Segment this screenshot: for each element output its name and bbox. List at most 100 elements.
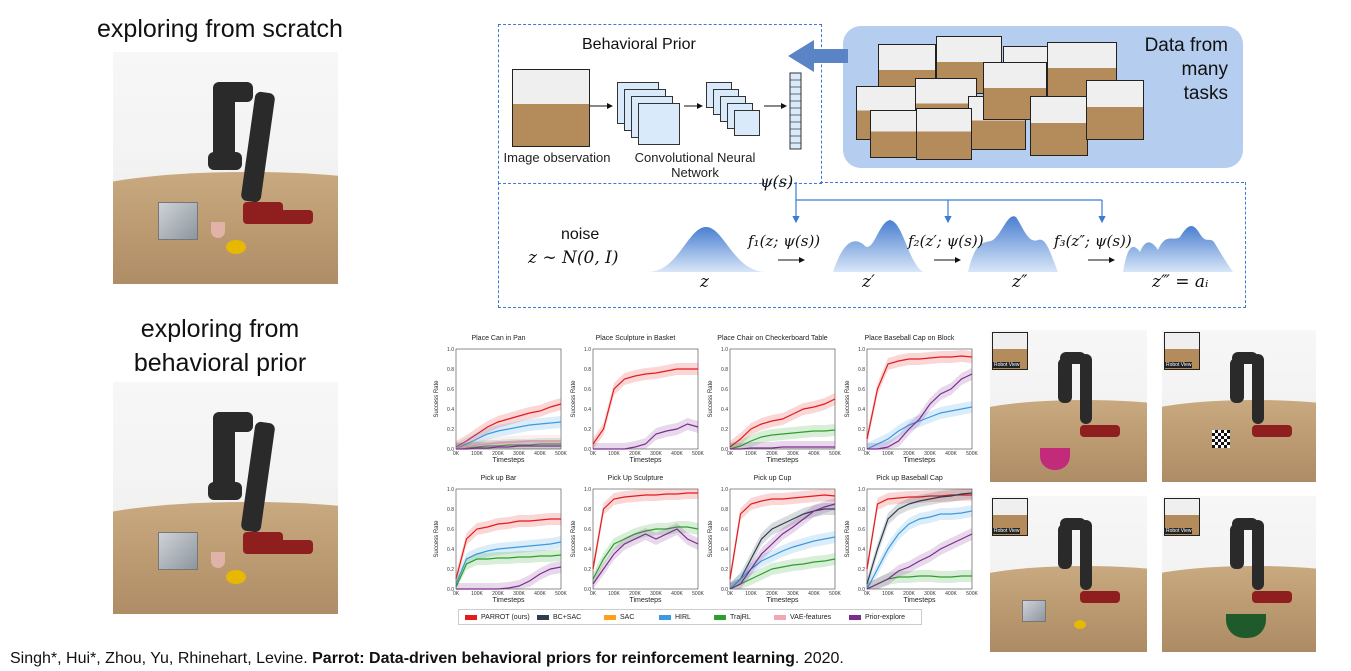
series-band xyxy=(730,393,835,449)
chart-panel-1: Place Can in Pan 0.0 0.2 0.4 0.6 0.8 1.0 0K 100K… xyxy=(430,335,567,475)
x-tick-label: 500K xyxy=(555,451,567,457)
chart-svg: 0.0 0.2 0.4 0.6 0.8 1.0 0K 100K 200K 300K 400K 500K… xyxy=(845,487,978,604)
y-tick-label: 0.2 xyxy=(584,427,591,433)
citation-authors: Singh*, Hui*, Zhou, Yu, Rhinehart, Levin… xyxy=(10,650,308,667)
x-tick-label: 500K xyxy=(829,591,841,597)
series-line xyxy=(455,421,562,450)
series-band xyxy=(456,536,561,589)
x-tick-label: 400K xyxy=(945,591,957,597)
robot-view-panel-1: Robot View xyxy=(990,330,1147,482)
x-tick-label: 400K xyxy=(808,451,820,457)
chart-title: Place Chair on Checkerboard Table xyxy=(717,335,828,342)
cnn-label-line1: Convolutional Neural xyxy=(634,150,756,165)
series-line xyxy=(592,368,698,445)
series-line xyxy=(730,446,835,450)
series-band xyxy=(730,553,835,589)
x-axis-label: Timesteps xyxy=(492,597,525,604)
series-band xyxy=(867,401,972,449)
legend-swatch xyxy=(849,614,861,620)
y-tick-label: 1.0 xyxy=(584,347,591,353)
x-tick-label: 400K xyxy=(808,591,820,597)
data-from-line3: tasks xyxy=(1183,83,1228,104)
y-tick-label: 0.2 xyxy=(447,427,454,433)
x-tick-label: 100K xyxy=(471,591,483,597)
robot-view-label-4: Robot View xyxy=(1165,528,1193,534)
robot-view-label-2: Robot View xyxy=(1165,362,1193,368)
y-tick-label: 0.8 xyxy=(721,367,728,373)
series-line xyxy=(729,558,836,590)
f1-label: f₁(z; ψ(s)) xyxy=(748,232,821,250)
robot-view-panel-2: Robot View xyxy=(1162,330,1316,482)
x-tick-label: 100K xyxy=(608,591,620,597)
series-line xyxy=(866,406,973,450)
y-tick-label: 0.6 xyxy=(584,387,591,393)
x-tick-label: 500K xyxy=(966,591,978,597)
x-axis-label: Timesteps xyxy=(492,457,525,464)
legend-swatch xyxy=(714,614,726,620)
x-tick-label: 400K xyxy=(671,451,683,457)
series-band xyxy=(867,368,972,449)
z2-label: z″ xyxy=(1012,272,1028,292)
series-line xyxy=(455,443,561,450)
y-tick-label: 1.0 xyxy=(858,347,865,353)
x-tick-label: 300K xyxy=(513,451,525,457)
data-many-tasks-label: Data from many tasks xyxy=(1120,34,1228,106)
x-tick-label: 100K xyxy=(745,591,757,597)
x-tick-label: 300K xyxy=(924,591,936,597)
plot-frame xyxy=(455,348,562,450)
y-tick-label: 0.6 xyxy=(721,527,728,533)
x-tick-label: 500K xyxy=(555,591,567,597)
plot-frame xyxy=(592,348,699,450)
series-band xyxy=(456,440,561,449)
z0-label: z xyxy=(700,272,709,292)
y-tick-label: 0.6 xyxy=(447,527,454,533)
series-band xyxy=(593,418,698,449)
x-tick-label: 0K xyxy=(590,591,597,597)
y-axis-label: Success Rate xyxy=(845,520,851,558)
robot-scene-prior xyxy=(113,382,338,614)
y-tick-label: 0.8 xyxy=(584,367,591,373)
data-from-line2: many xyxy=(1181,59,1228,80)
cnn-layer-9 xyxy=(734,110,760,136)
y-tick-label: 0.8 xyxy=(858,367,865,373)
heading-scratch: exploring from scratch xyxy=(97,15,343,43)
legend-item-trajrl: TrajRL xyxy=(714,614,751,621)
y-tick-label: 0.2 xyxy=(721,427,728,433)
y-tick-label: 0.8 xyxy=(584,507,591,513)
series-line xyxy=(592,492,698,570)
image-observation-thumbnail xyxy=(512,69,590,147)
heading-line2: behavioral prior xyxy=(133,349,307,377)
chart-title: Pick up Baseball Cap xyxy=(876,475,943,482)
legend-swatch xyxy=(604,614,616,620)
legend-swatch xyxy=(659,614,671,620)
y-tick-label: 0.0 xyxy=(584,587,591,593)
z-distribution: z ∼ N(0, I) xyxy=(528,248,619,268)
x-tick-label: 200K xyxy=(903,591,915,597)
series-line xyxy=(729,429,836,450)
legend-item-prior-explore: Prior-explore xyxy=(849,614,905,621)
x-tick-label: 400K xyxy=(945,451,957,457)
x-tick-label: 300K xyxy=(513,591,525,597)
x-tick-label: 200K xyxy=(766,451,778,457)
x-tick-label: 200K xyxy=(903,451,915,457)
y-tick-label: 0.0 xyxy=(858,447,865,453)
series-band xyxy=(593,523,698,589)
charts-area: Place Can in Pan 0.0 0.2 0.4 0.6 0.8 1.0 0K 100K… xyxy=(430,335,978,625)
y-tick-label: 0.0 xyxy=(584,447,591,453)
series-line xyxy=(455,440,561,450)
y-tick-label: 0.0 xyxy=(447,447,454,453)
x-tick-label: 0K xyxy=(864,451,871,457)
x-tick-label: 200K xyxy=(629,591,641,597)
y-tick-label: 0.0 xyxy=(858,587,865,593)
flow-box-top-right xyxy=(820,182,1244,183)
feature-vector xyxy=(789,72,802,150)
series-band xyxy=(456,513,561,585)
legend-swatch xyxy=(465,614,477,620)
legend-swatch xyxy=(537,614,549,620)
series-line xyxy=(866,533,973,590)
series-line xyxy=(456,566,562,590)
chart-title: Pick up Cup xyxy=(753,475,792,482)
behavioral-prior-title: Behavioral Prior xyxy=(582,36,696,53)
x-tick-label: 0K xyxy=(727,451,734,457)
citation: Singh*, Hui*, Zhou, Yu, Rhinehart, Levin… xyxy=(10,650,844,668)
